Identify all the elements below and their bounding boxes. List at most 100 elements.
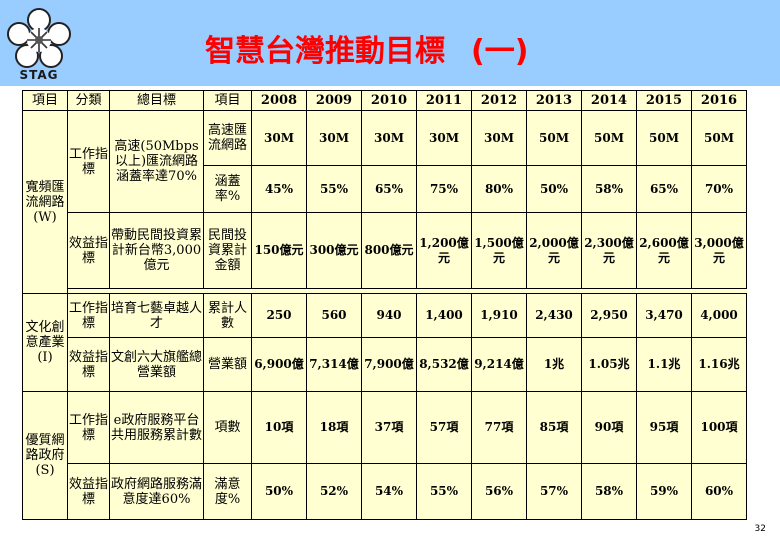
value-cell: 18項 (306, 391, 362, 464)
value-cell: 50M (581, 110, 637, 166)
year-header: 2012 (471, 90, 527, 111)
year-header: 2008 (251, 90, 307, 111)
value-cell: 2,600億元 (636, 212, 692, 289)
goal-w-benefit: 帶動民間投資累計新台幣3,000億元 (109, 212, 204, 289)
table-row: 效益指標 政府網路服務滿意度達60% 滿意度% 50% 52% 54% 55% … (23, 463, 747, 520)
goal-s-benefit: 政府網路服務滿意度達60% (109, 463, 204, 520)
value-cell: 2,000億元 (526, 212, 582, 289)
stag-logo: STAG (6, 8, 72, 82)
value-cell: 65% (361, 165, 417, 213)
goal-i-work: 培育七藝卓越人才 (109, 293, 204, 338)
value-cell: 50M (636, 110, 692, 166)
table-row: 文化創意產業(I) 工作指標 培育七藝卓越人才 累計人數 250 560 940… (22, 293, 747, 392)
class-w-work: 工作指標 (67, 110, 110, 213)
category-i: 文化創意產業(I) (22, 293, 68, 392)
table-row: 效益指標 文創六大旗艦總營業額 營業額 6,900億 7,314億 7,900億… (23, 337, 747, 392)
header-row: 項目 分類 總目標 項目 2008 2009 2010 2011 2012 20… (22, 90, 747, 111)
value-cell: 59% (636, 463, 692, 520)
value-cell: 1.05兆 (581, 337, 637, 392)
value-cell: 55% (306, 165, 362, 213)
value-cell: 58% (581, 463, 637, 520)
year-header: 2016 (691, 90, 747, 111)
value-cell: 7,314億 (306, 337, 362, 392)
class-s-work: 工作指標 (67, 391, 110, 464)
header-class: 分類 (67, 90, 110, 111)
value-cell: 1.1兆 (636, 337, 692, 392)
value-cell: 1兆 (526, 337, 582, 392)
value-cell: 57項 (416, 391, 472, 464)
value-cell: 6,900億 (251, 337, 307, 392)
header-item: 項目 (22, 90, 68, 111)
table-row: 寬頻匯流網路(W) 工作指標 高速(50Mbps以上)匯流網路涵蓋率達70% 高… (22, 110, 747, 294)
value-cell: 50% (251, 463, 307, 520)
value-cell: 940 (361, 293, 417, 338)
page-title-main: 智慧台灣推動目標 (205, 34, 445, 69)
value-cell: 1,500億元 (471, 212, 527, 289)
value-cell: 1,200億元 (416, 212, 472, 289)
value-cell: 2,950 (581, 293, 637, 338)
value-cell: 56% (471, 463, 527, 520)
value-cell: 300億元 (306, 212, 362, 289)
value-cell: 560 (306, 293, 362, 338)
value-cell: 3,470 (636, 293, 692, 338)
header-subitem: 項目 (203, 90, 252, 111)
value-cell: 70% (691, 165, 747, 213)
value-cell: 80% (471, 165, 527, 213)
value-cell: 85項 (526, 391, 582, 464)
goal-w-work: 高速(50Mbps以上)匯流網路涵蓋率達70% (109, 110, 204, 213)
page-title-suffix: (一) (471, 34, 529, 69)
item-s-satisfaction: 滿意度% (203, 463, 252, 520)
value-cell: 150億元 (251, 212, 307, 289)
value-cell: 30M (471, 110, 527, 166)
value-cell: 800億元 (361, 212, 417, 289)
item-i-count: 累計人數 (203, 293, 252, 338)
page-title: 智慧台灣推動目標 (一) (205, 26, 625, 69)
value-cell: 250 (251, 293, 307, 338)
value-cell: 45% (251, 165, 307, 213)
value-cell: 30M (306, 110, 362, 166)
value-cell: 1.16兆 (691, 337, 747, 392)
value-cell: 30M (251, 110, 307, 166)
target-table: 項目 分類 總目標 項目 2008 2009 2010 2011 2012 20… (22, 90, 747, 520)
year-header: 2011 (416, 90, 472, 111)
category-s: 優質網路政府(S) (22, 391, 68, 520)
value-cell: 7,900億 (361, 337, 417, 392)
slide-header: STAG 智慧台灣推動目標 (一) (0, 0, 780, 86)
value-cell: 95項 (636, 391, 692, 464)
value-cell: 58% (581, 165, 637, 213)
page-number: 32 (754, 524, 766, 534)
category-w: 寬頻匯流網路(W) (22, 110, 68, 294)
value-cell: 90項 (581, 391, 637, 464)
value-cell: 77項 (471, 391, 527, 464)
value-cell: 30M (416, 110, 472, 166)
value-cell: 2,300億元 (581, 212, 637, 289)
item-w-speed: 高速匯流網路 (203, 110, 252, 166)
table-row: 優質網路政府(S) 工作指標 e政府服務平台共用服務累計數 項數 10項 18項… (22, 391, 747, 520)
table-row: 效益指標 帶動民間投資累計新台幣3,000億元 民間投資累計金額 150億元 3… (23, 212, 747, 289)
item-w-investment: 民間投資累計金額 (203, 212, 252, 289)
value-cell: 50% (526, 165, 582, 213)
value-cell: 8,532億 (416, 337, 472, 392)
value-cell: 9,214億 (471, 337, 527, 392)
item-s-count: 項數 (203, 391, 252, 464)
year-header: 2009 (306, 90, 362, 111)
goal-s-work: e政府服務平台共用服務累計數 (109, 391, 204, 464)
goal-i-benefit: 文創六大旗艦總營業額 (109, 337, 204, 392)
class-w-benefit: 效益指標 (67, 212, 110, 289)
header-goal: 總目標 (109, 90, 204, 111)
value-cell: 3,000億元 (691, 212, 747, 289)
value-cell: 65% (636, 165, 692, 213)
class-s-benefit: 效益指標 (67, 463, 110, 520)
value-cell: 60% (691, 463, 747, 520)
value-cell: 37項 (361, 391, 417, 464)
value-cell: 75% (416, 165, 472, 213)
value-cell: 1,910 (471, 293, 527, 338)
value-cell: 50M (691, 110, 747, 166)
logo-text: STAG (19, 68, 59, 82)
item-i-revenue: 營業額 (203, 337, 252, 392)
value-cell: 30M (361, 110, 417, 166)
year-header: 2014 (581, 90, 637, 111)
value-cell: 100項 (691, 391, 747, 464)
plum-blossom-emblem-icon (7, 8, 71, 68)
year-header: 2015 (636, 90, 692, 111)
